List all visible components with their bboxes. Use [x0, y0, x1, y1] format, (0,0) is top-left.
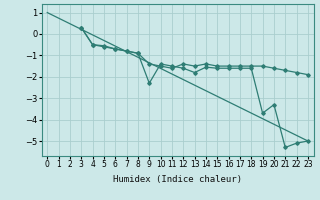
X-axis label: Humidex (Indice chaleur): Humidex (Indice chaleur)	[113, 175, 242, 184]
